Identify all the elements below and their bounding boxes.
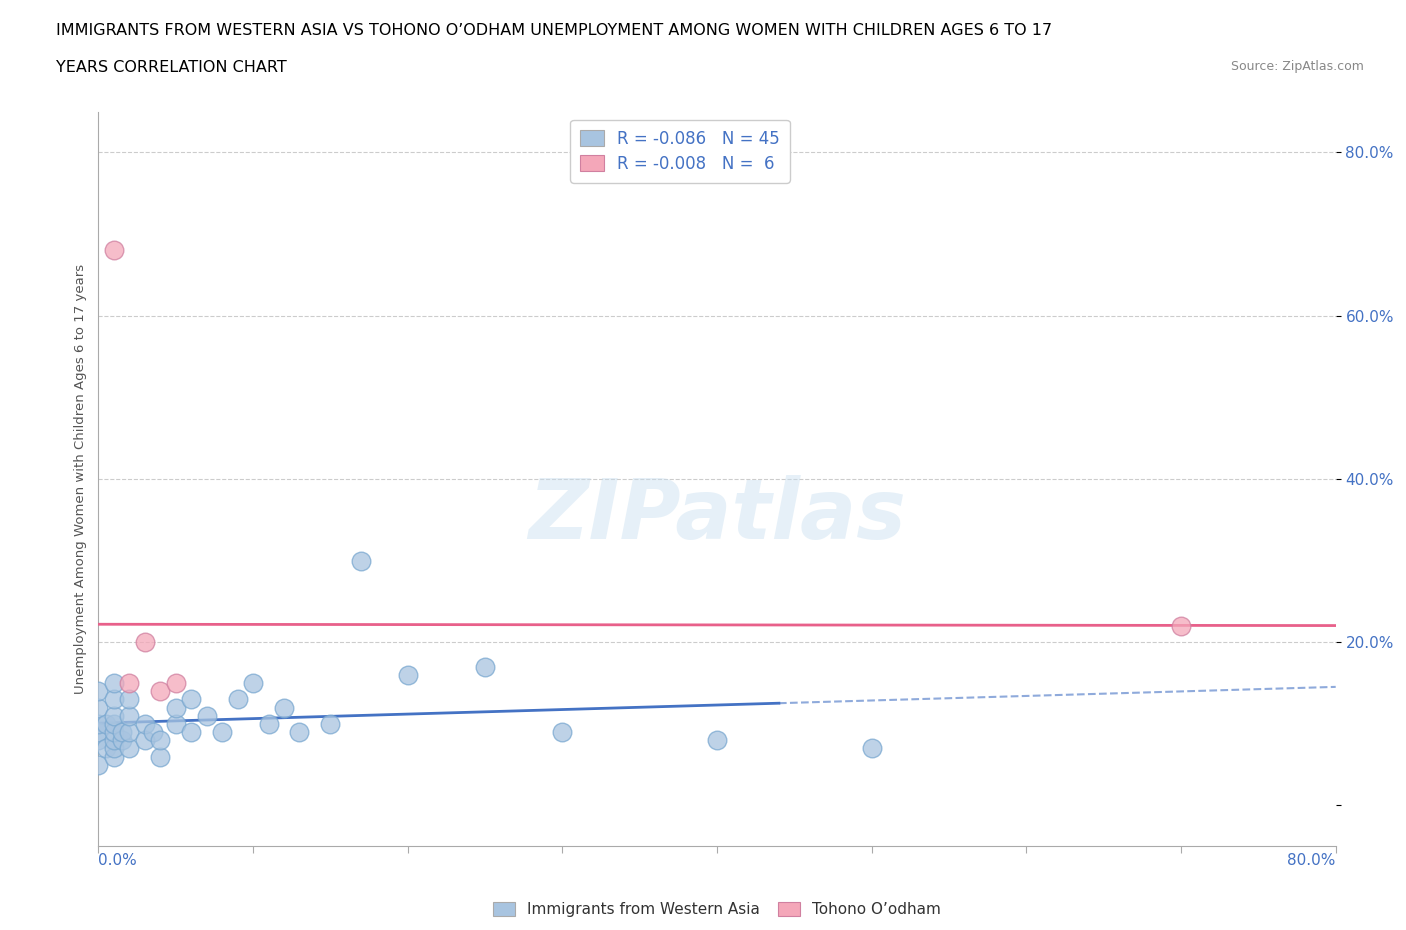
- Point: [211, 724, 233, 739]
- Point: [103, 733, 125, 748]
- Point: [474, 659, 496, 674]
- Point: [103, 709, 125, 724]
- Point: [242, 675, 264, 690]
- Point: [103, 741, 125, 756]
- Point: [134, 716, 156, 731]
- Point: [165, 716, 187, 731]
- Point: [350, 553, 373, 568]
- Point: [149, 733, 172, 748]
- Point: [103, 716, 125, 731]
- Point: [96, 741, 118, 756]
- Point: [195, 709, 218, 724]
- Point: [149, 749, 172, 764]
- Point: [103, 749, 125, 764]
- Point: [118, 675, 141, 690]
- Point: [134, 635, 156, 650]
- Point: [551, 724, 574, 739]
- Point: [706, 733, 728, 748]
- Point: [273, 700, 295, 715]
- Point: [87, 724, 110, 739]
- Point: [118, 724, 141, 739]
- Point: [257, 716, 280, 731]
- Point: [103, 243, 125, 258]
- Text: 80.0%: 80.0%: [1288, 853, 1336, 868]
- Point: [165, 675, 187, 690]
- Point: [111, 733, 132, 748]
- Point: [396, 668, 419, 683]
- Point: [87, 700, 110, 715]
- Point: [111, 724, 132, 739]
- Point: [103, 724, 125, 739]
- Point: [87, 684, 110, 698]
- Point: [319, 716, 342, 731]
- Point: [118, 709, 141, 724]
- Point: [226, 692, 249, 707]
- Text: 0.0%: 0.0%: [98, 853, 138, 868]
- Point: [134, 733, 156, 748]
- Point: [118, 692, 141, 707]
- Point: [118, 741, 141, 756]
- Point: [87, 757, 110, 772]
- Point: [103, 692, 125, 707]
- Text: IMMIGRANTS FROM WESTERN ASIA VS TOHONO O’ODHAM UNEMPLOYMENT AMONG WOMEN WITH CHI: IMMIGRANTS FROM WESTERN ASIA VS TOHONO O…: [56, 23, 1052, 38]
- Point: [288, 724, 311, 739]
- Point: [96, 716, 118, 731]
- Point: [141, 724, 165, 739]
- Text: Source: ZipAtlas.com: Source: ZipAtlas.com: [1230, 60, 1364, 73]
- Point: [87, 716, 110, 731]
- Point: [1170, 618, 1192, 633]
- Text: ZIPatlas: ZIPatlas: [529, 475, 905, 556]
- Text: YEARS CORRELATION CHART: YEARS CORRELATION CHART: [56, 60, 287, 75]
- Point: [103, 675, 125, 690]
- Point: [180, 724, 202, 739]
- Point: [87, 733, 110, 748]
- Point: [165, 700, 187, 715]
- Point: [149, 684, 172, 698]
- Legend: Immigrants from Western Asia, Tohono O’odham: Immigrants from Western Asia, Tohono O’o…: [488, 896, 946, 923]
- Point: [860, 741, 883, 756]
- Point: [180, 692, 202, 707]
- Y-axis label: Unemployment Among Women with Children Ages 6 to 17 years: Unemployment Among Women with Children A…: [75, 264, 87, 694]
